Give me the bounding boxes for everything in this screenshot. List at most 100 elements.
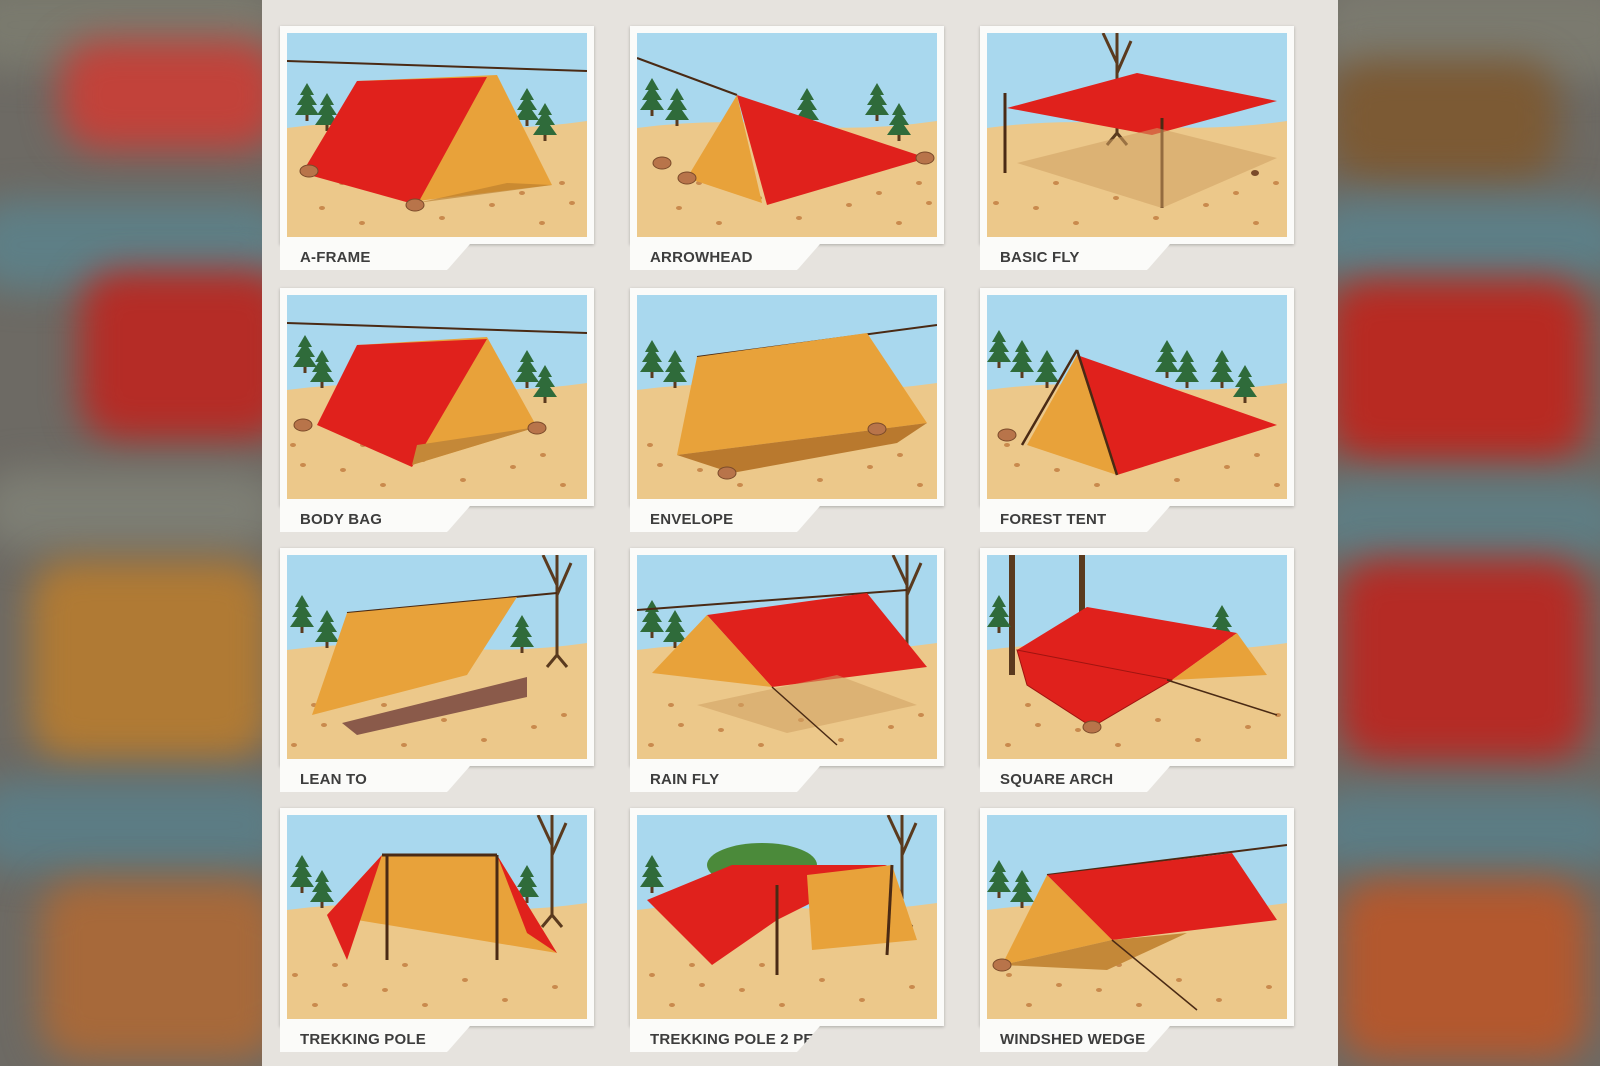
setup-label-tag: FOREST TENT xyxy=(980,506,1170,532)
setup-label-tag: TREKKING POLE 2 PERSON xyxy=(630,1026,820,1052)
pine-tree xyxy=(295,83,319,121)
pine-tree xyxy=(1155,340,1179,378)
tarp-setup-card: TREKKING POLE 2 PERSON xyxy=(630,808,944,1052)
bare-tree xyxy=(891,555,923,668)
rock xyxy=(717,466,737,480)
tarp-illustration xyxy=(987,555,1287,759)
pine-tree xyxy=(293,335,317,373)
pine-tree xyxy=(1210,350,1234,388)
tarp-setup-card: WINDSHED WEDGE xyxy=(980,808,1294,1052)
pine-tree xyxy=(640,855,664,893)
pine-tree xyxy=(515,865,539,903)
setup-label: FOREST TENT xyxy=(1000,511,1107,528)
pine-tree xyxy=(987,860,1011,898)
tarp-illustration xyxy=(987,33,1287,237)
rock xyxy=(299,164,319,178)
tarp-illustration xyxy=(287,555,587,759)
rock xyxy=(527,421,547,435)
illustration-frame xyxy=(280,26,594,244)
setup-label-tag: BODY BAG xyxy=(280,506,470,532)
illustration-frame xyxy=(630,26,944,244)
pine-tree xyxy=(640,340,664,378)
tarp-illustration xyxy=(287,33,587,237)
rock xyxy=(867,422,887,436)
tarp-setup-card: LEAN TO xyxy=(280,548,594,792)
setup-label-tag: SQUARE ARCH xyxy=(980,766,1170,792)
rock xyxy=(915,151,935,165)
setup-label-tag: ENVELOPE xyxy=(630,506,820,532)
bare-tree xyxy=(541,555,573,668)
illustration-frame xyxy=(630,808,944,1026)
tarp-setup-card: FOREST TENT xyxy=(980,288,1294,532)
setup-label: SQUARE ARCH xyxy=(1000,771,1114,788)
setup-label: A-FRAME xyxy=(300,249,371,266)
tarp-setup-card: ARROWHEAD xyxy=(630,26,944,270)
tarp-illustration xyxy=(987,295,1287,499)
pine-tree xyxy=(987,595,1011,633)
setup-label-tag: LEAN TO xyxy=(280,766,470,792)
blurred-left-side xyxy=(0,0,262,1066)
tarp-setup-card: BASIC FLY xyxy=(980,26,1294,270)
pine-tree xyxy=(515,88,539,126)
pine-tree xyxy=(290,595,314,633)
pine-tree xyxy=(640,78,664,116)
rock xyxy=(293,418,313,432)
pine-tree xyxy=(1175,350,1199,388)
pine-tree xyxy=(865,83,889,121)
tarp-setup-card: SQUARE ARCH xyxy=(980,548,1294,792)
illustration-frame xyxy=(280,808,594,1026)
setup-label: BASIC FLY xyxy=(1000,249,1080,266)
setup-label-tag: TREKKING POLE xyxy=(280,1026,470,1052)
setup-label-tag: A-FRAME xyxy=(280,244,470,270)
setup-label: ARROWHEAD xyxy=(650,249,753,266)
tarp-illustration xyxy=(637,33,937,237)
setup-label-tag: BASIC FLY xyxy=(980,244,1170,270)
illustration-frame xyxy=(630,548,944,766)
setup-label-tag: RAIN FLY xyxy=(630,766,820,792)
tarp-setup-card: TREKKING POLE xyxy=(280,808,594,1052)
pine-tree xyxy=(1233,365,1257,403)
setup-label: WINDSHED WEDGE xyxy=(1000,1031,1146,1048)
rock xyxy=(677,171,697,185)
pine-tree xyxy=(1010,340,1034,378)
illustration-frame xyxy=(280,548,594,766)
tarp-setup-card: A-FRAME xyxy=(280,26,594,270)
tarp-setup-card: ENVELOPE xyxy=(630,288,944,532)
rock xyxy=(997,428,1017,442)
setup-label: ENVELOPE xyxy=(650,511,734,528)
pine-tree xyxy=(310,350,334,388)
blurred-right-side xyxy=(1338,0,1600,1066)
illustration-frame xyxy=(630,288,944,506)
pine-tree xyxy=(315,610,339,648)
pine-tree xyxy=(290,855,314,893)
pine-tree xyxy=(310,870,334,908)
pine-tree xyxy=(515,350,539,388)
rock xyxy=(652,156,672,170)
pine-tree xyxy=(987,330,1011,368)
setup-label: LEAN TO xyxy=(300,771,367,788)
setup-label: TREKKING POLE xyxy=(300,1031,426,1048)
setup-label: TREKKING POLE 2 PERSON xyxy=(650,1031,858,1048)
pine-tree xyxy=(663,610,687,648)
setup-label-tag: WINDSHED WEDGE xyxy=(980,1026,1170,1052)
bare-tree xyxy=(536,815,568,928)
rock xyxy=(405,198,425,212)
illustration-frame xyxy=(980,288,1294,506)
tarp-setup-card: BODY BAG xyxy=(280,288,594,532)
setup-label-tag: ARROWHEAD xyxy=(630,244,820,270)
pine-tree xyxy=(1010,870,1034,908)
pine-tree xyxy=(315,93,339,131)
infographic-panel: A-FRAME xyxy=(262,0,1338,1066)
tarp-illustration xyxy=(637,815,937,1019)
tarp-illustration xyxy=(987,815,1287,1019)
rock xyxy=(992,958,1012,972)
illustration-frame xyxy=(280,288,594,506)
pine-tree xyxy=(665,88,689,126)
pine-tree xyxy=(533,103,557,141)
tarp-illustration xyxy=(287,815,587,1019)
pine-tree xyxy=(1035,350,1059,388)
pine-tree xyxy=(887,103,911,141)
tarp-illustration xyxy=(637,295,937,499)
tarp-illustration xyxy=(637,555,937,759)
